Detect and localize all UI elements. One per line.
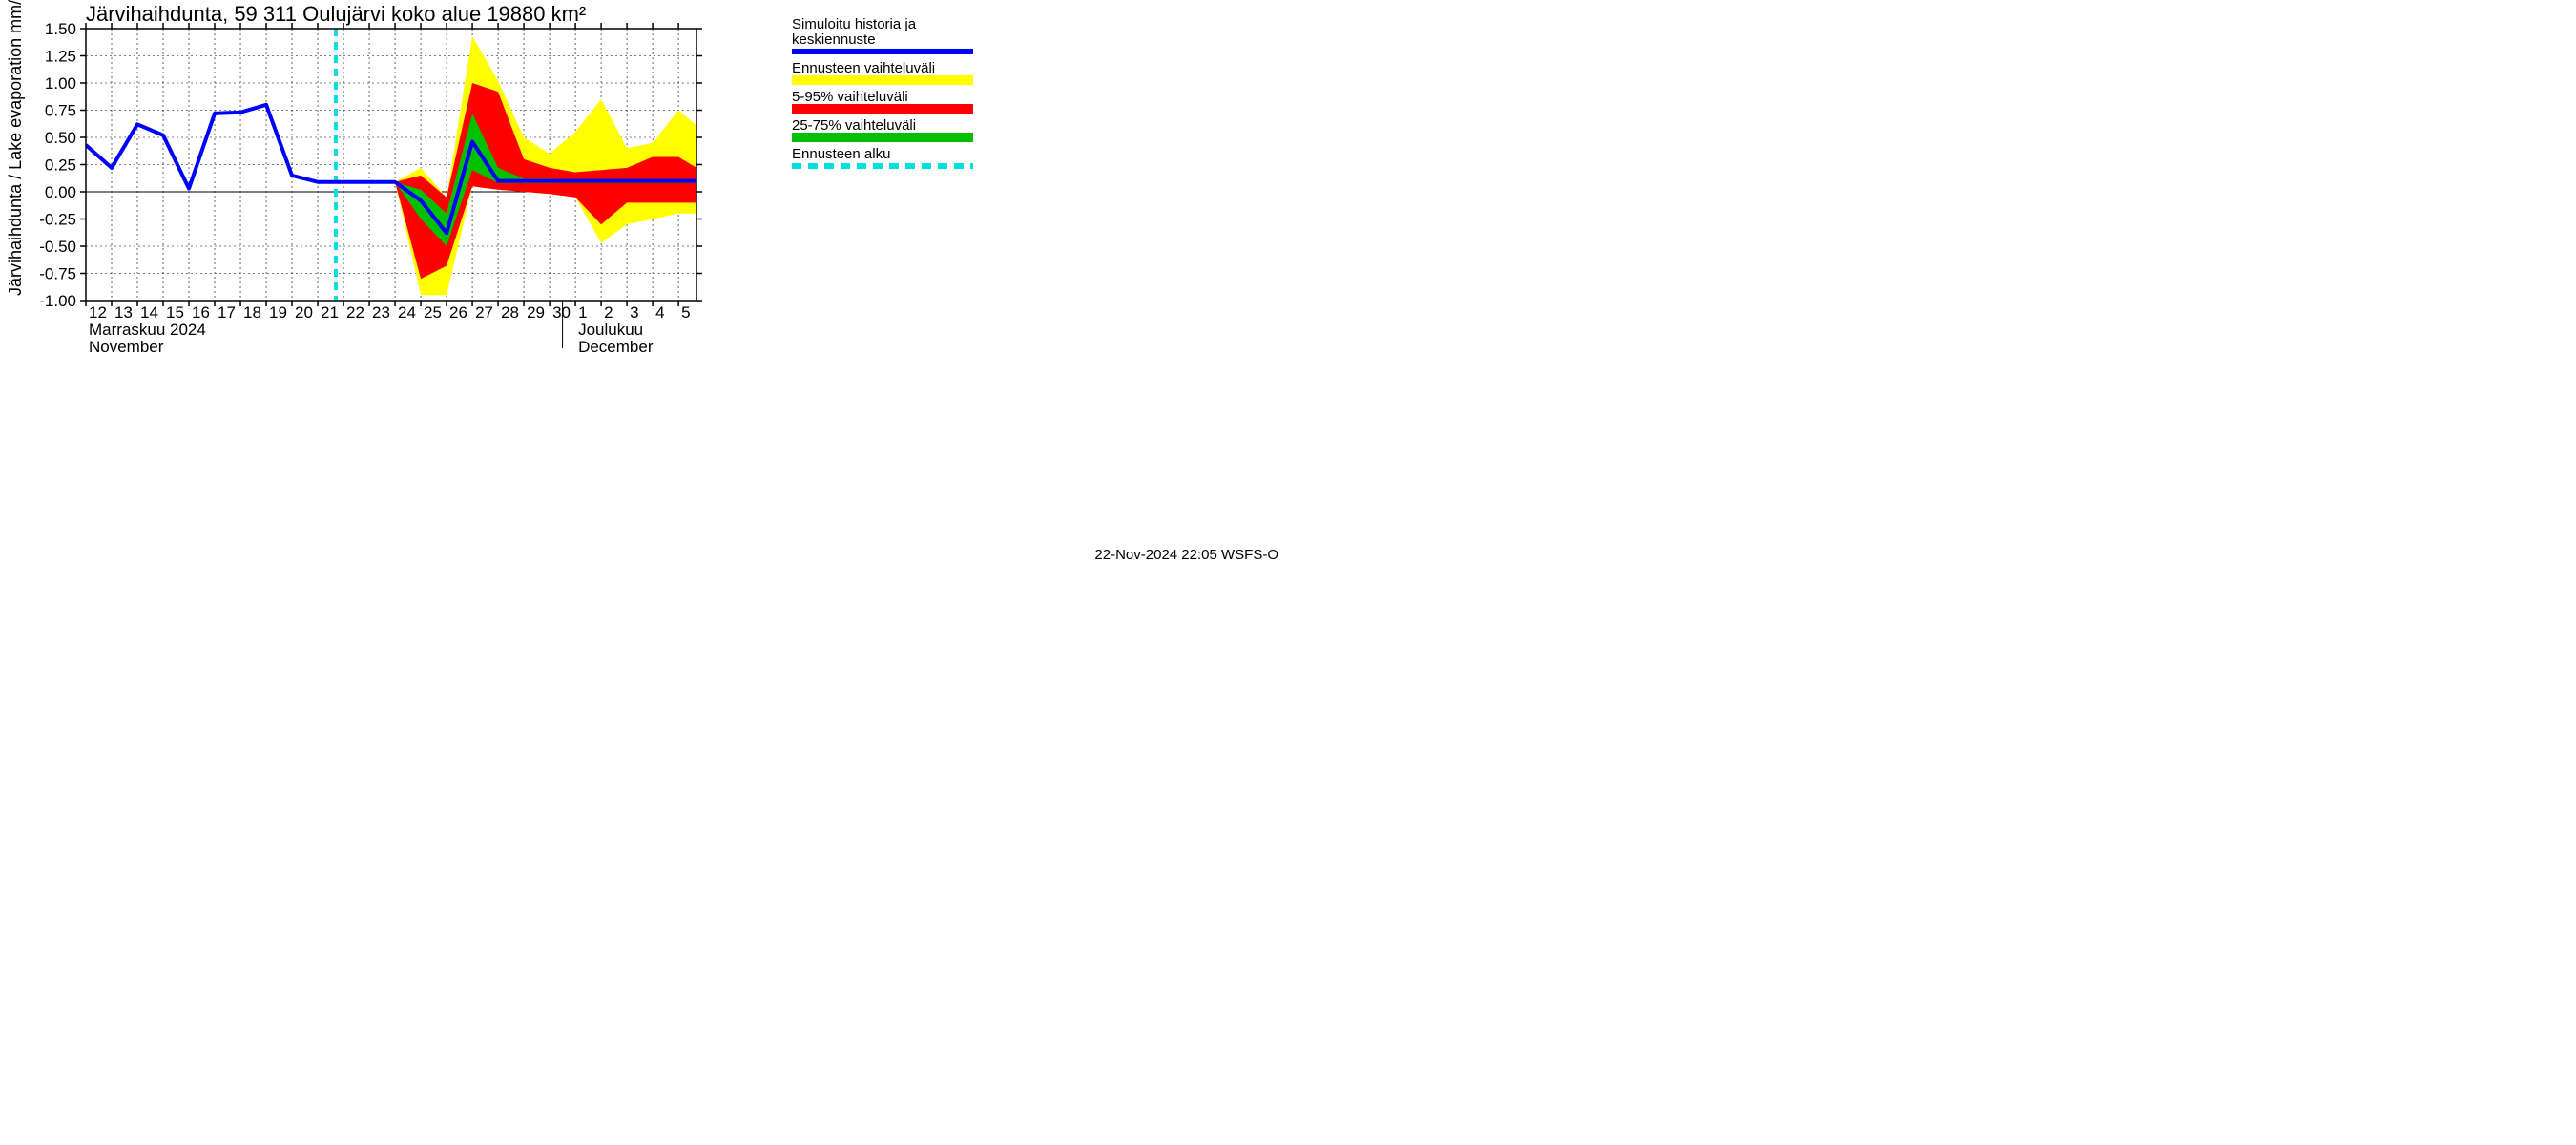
- month-label: Marraskuu 2024: [89, 321, 206, 339]
- xtick-label: 26: [449, 303, 467, 322]
- ytick-label: -0.50: [39, 238, 76, 256]
- xtick-label: 3: [630, 303, 638, 322]
- xtick-label: 21: [321, 303, 339, 322]
- chart-container: -1.00 -0.75 -0.50 -0.25 0.00 0.25 0.50 0.75 1.00…: [0, 0, 1288, 572]
- month-label: December: [578, 338, 654, 356]
- xtick-label: 28: [501, 303, 519, 322]
- ytick-label: 0.25: [45, 156, 76, 175]
- xtick-label: 15: [166, 303, 184, 322]
- chart-title: Järvihaihdunta, 59 311 Oulujärvi koko al…: [86, 2, 586, 26]
- legend-swatch: [792, 104, 973, 114]
- ytick-label: -1.00: [39, 292, 76, 310]
- month-label: November: [89, 338, 164, 356]
- legend-label: 25-75% vaihteluväli: [792, 117, 916, 134]
- xtick-label: 20: [295, 303, 313, 322]
- xtick-label: 19: [269, 303, 287, 322]
- xtick-label: 18: [243, 303, 261, 322]
- xtick-label: 25: [424, 303, 442, 322]
- legend-label: 5-95% vaihteluväli: [792, 89, 908, 105]
- legend-label: Ennusteen alku: [792, 146, 890, 162]
- lake-evaporation-chart: -1.00 -0.75 -0.50 -0.25 0.00 0.25 0.50 0.75 1.00…: [0, 0, 1288, 572]
- xtick-label: 29: [527, 303, 545, 322]
- ytick-label: 1.50: [45, 20, 76, 38]
- legend-label: Simuloitu historia ja: [792, 16, 917, 32]
- ytick-label: 0.75: [45, 102, 76, 120]
- xtick-label: 23: [372, 303, 390, 322]
- ytick-label: 1.25: [45, 48, 76, 66]
- xtick-label: 1: [578, 303, 587, 322]
- ytick-label: -0.25: [39, 211, 76, 229]
- xtick-label: 24: [398, 303, 416, 322]
- footer-timestamp: 22-Nov-2024 22:05 WSFS-O: [1094, 547, 1278, 563]
- xtick-label: 30: [552, 303, 571, 322]
- ytick-label: -0.75: [39, 265, 76, 283]
- ytick-label: 0.50: [45, 129, 76, 147]
- xtick-label: 12: [89, 303, 107, 322]
- xtick-label: 4: [655, 303, 664, 322]
- month-label: Joulukuu: [578, 321, 643, 339]
- xtick-label: 13: [114, 303, 133, 322]
- xtick-label: 2: [604, 303, 613, 322]
- xtick-label: 17: [218, 303, 236, 322]
- legend-label: keskiennuste: [792, 31, 876, 48]
- ytick-label: 0.00: [45, 183, 76, 201]
- legend-swatch: [792, 133, 973, 142]
- legend-swatch: [792, 75, 973, 85]
- xtick-label: 27: [475, 303, 493, 322]
- xtick-label: 5: [681, 303, 690, 322]
- legend-label: Ennusteen vaihteluväli: [792, 60, 935, 76]
- xtick-label: 16: [192, 303, 210, 322]
- xtick-label: 22: [346, 303, 364, 322]
- ytick-label: 1.00: [45, 74, 76, 93]
- uncertainty-bands: [395, 36, 704, 295]
- y-axis-label: Järvihaihdunta / Lake evaporation mm/d: [6, 0, 25, 296]
- xtick-label: 14: [140, 303, 158, 322]
